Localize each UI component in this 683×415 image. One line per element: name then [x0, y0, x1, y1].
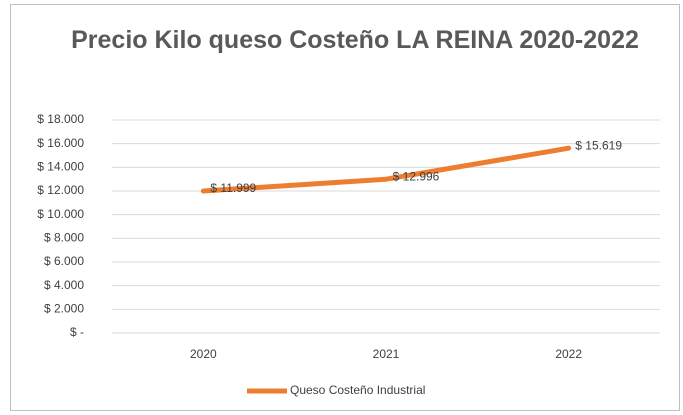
- data-label: $ 15.619: [575, 138, 622, 152]
- y-tick-label: $ 8.000: [44, 231, 84, 245]
- x-tick-label: 2021: [373, 347, 400, 361]
- chart-frame: [10, 4, 680, 411]
- x-tick-label: 2022: [555, 347, 582, 361]
- y-tick-label: $ 4.000: [44, 278, 84, 292]
- y-tick-label: $ -: [70, 325, 84, 339]
- y-tick-label: $ 12.000: [37, 183, 84, 197]
- y-tick-label: $ 16.000: [37, 136, 84, 150]
- chart-title: Precio Kilo queso Costeño LA REINA 2020-…: [71, 26, 639, 54]
- data-label: $ 11.999: [210, 181, 256, 195]
- y-tick-label: $ 18.000: [37, 112, 84, 126]
- y-tick-label: $ 14.000: [37, 160, 84, 174]
- y-tick-label: $ 2.000: [44, 302, 84, 316]
- y-tick-label: $ 6.000: [44, 254, 84, 268]
- data-line: [200, 145, 572, 194]
- y-tick-label: $ 10.000: [37, 207, 84, 221]
- x-tick-label: 2020: [190, 347, 217, 361]
- legend-label: Queso Costeño Industrial: [290, 383, 425, 397]
- data-label: $ 12.996: [393, 169, 440, 183]
